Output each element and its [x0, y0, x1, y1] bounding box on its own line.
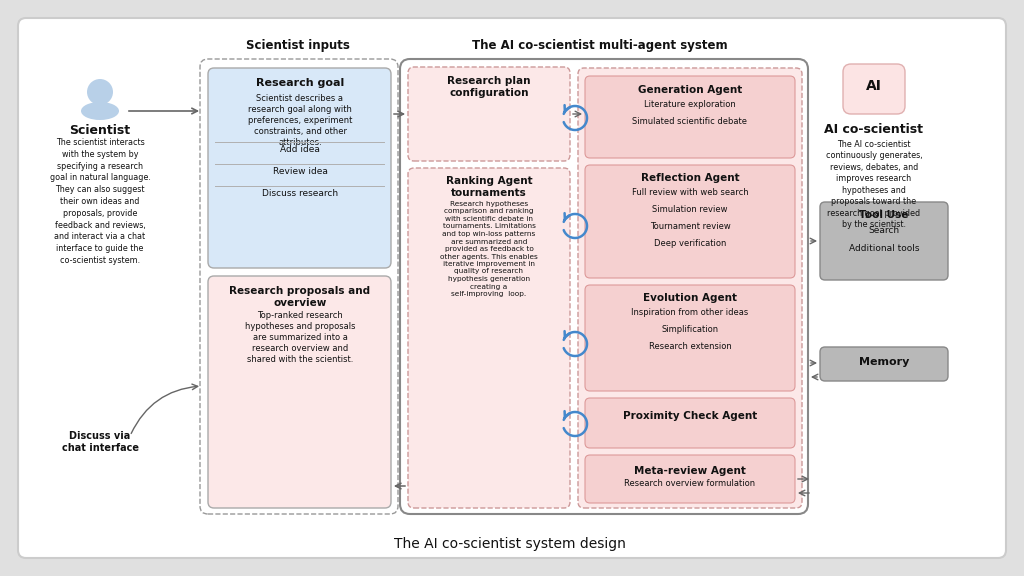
Text: Discuss research: Discuss research	[262, 190, 338, 199]
FancyBboxPatch shape	[18, 18, 1006, 558]
FancyBboxPatch shape	[408, 168, 570, 508]
Text: Ranking Agent
tournaments: Ranking Agent tournaments	[445, 176, 532, 198]
Text: The AI co-scientist multi-agent system: The AI co-scientist multi-agent system	[472, 40, 728, 52]
FancyBboxPatch shape	[585, 285, 795, 391]
FancyBboxPatch shape	[585, 455, 795, 503]
FancyBboxPatch shape	[585, 76, 795, 158]
Text: The scientist interacts
with the system by
specifying a research
goal in natural: The scientist interacts with the system …	[49, 138, 151, 265]
Text: Discuss via
chat interface: Discuss via chat interface	[61, 431, 138, 453]
Text: Tournament review: Tournament review	[649, 222, 730, 231]
Text: Reflection Agent: Reflection Agent	[641, 173, 739, 183]
Text: Scientist: Scientist	[70, 124, 131, 137]
Text: AI co-scientist: AI co-scientist	[824, 123, 924, 136]
Text: Add idea: Add idea	[280, 146, 319, 154]
Text: The AI co-scientist system design: The AI co-scientist system design	[394, 537, 626, 551]
FancyBboxPatch shape	[820, 202, 948, 280]
Text: Evolution Agent: Evolution Agent	[643, 293, 737, 303]
FancyBboxPatch shape	[585, 165, 795, 278]
Text: Simulation review: Simulation review	[652, 205, 728, 214]
Ellipse shape	[81, 102, 119, 120]
FancyBboxPatch shape	[578, 68, 802, 508]
Text: Deep verification: Deep verification	[653, 239, 726, 248]
Text: Research plan
configuration: Research plan configuration	[447, 76, 530, 98]
Text: Simplification: Simplification	[662, 325, 719, 334]
Text: Scientist inputs: Scientist inputs	[246, 40, 350, 52]
FancyBboxPatch shape	[408, 67, 570, 161]
FancyBboxPatch shape	[585, 398, 795, 448]
Text: Top-ranked research
hypotheses and proposals
are summarized into a
research over: Top-ranked research hypotheses and propo…	[245, 311, 355, 365]
Text: Full review with web search: Full review with web search	[632, 188, 749, 197]
Text: Review idea: Review idea	[272, 168, 328, 176]
Text: Inspiration from other ideas: Inspiration from other ideas	[632, 308, 749, 317]
FancyBboxPatch shape	[208, 68, 391, 268]
Text: The AI co-scientist
continuously generates,
reviews, debates, and
improves resea: The AI co-scientist continuously generat…	[825, 140, 923, 229]
Text: Proximity Check Agent: Proximity Check Agent	[623, 411, 757, 421]
Text: Memory: Memory	[859, 357, 909, 367]
Text: Additional tools: Additional tools	[849, 244, 920, 253]
Text: Generation Agent: Generation Agent	[638, 85, 742, 95]
Text: Research overview formulation: Research overview formulation	[625, 479, 756, 488]
Text: Meta-review Agent: Meta-review Agent	[634, 466, 745, 476]
Text: AI: AI	[866, 79, 882, 93]
Text: Tool Use: Tool Use	[859, 210, 908, 220]
FancyBboxPatch shape	[843, 64, 905, 114]
Text: Search: Search	[868, 226, 899, 235]
Text: Research proposals and
overview: Research proposals and overview	[229, 286, 371, 308]
Text: Scientist describes a
research goal along with
preferences, experiment
constrain: Scientist describes a research goal alon…	[248, 94, 352, 147]
Circle shape	[87, 79, 113, 105]
Text: Research goal: Research goal	[256, 78, 344, 88]
FancyBboxPatch shape	[820, 347, 948, 381]
Text: Research hypotheses
comparison and ranking
with scientific debate in
tournaments: Research hypotheses comparison and ranki…	[440, 201, 538, 297]
Text: Simulated scientific debate: Simulated scientific debate	[633, 117, 748, 126]
Text: Research extension: Research extension	[648, 342, 731, 351]
Text: Literature exploration: Literature exploration	[644, 100, 736, 109]
FancyBboxPatch shape	[208, 276, 391, 508]
